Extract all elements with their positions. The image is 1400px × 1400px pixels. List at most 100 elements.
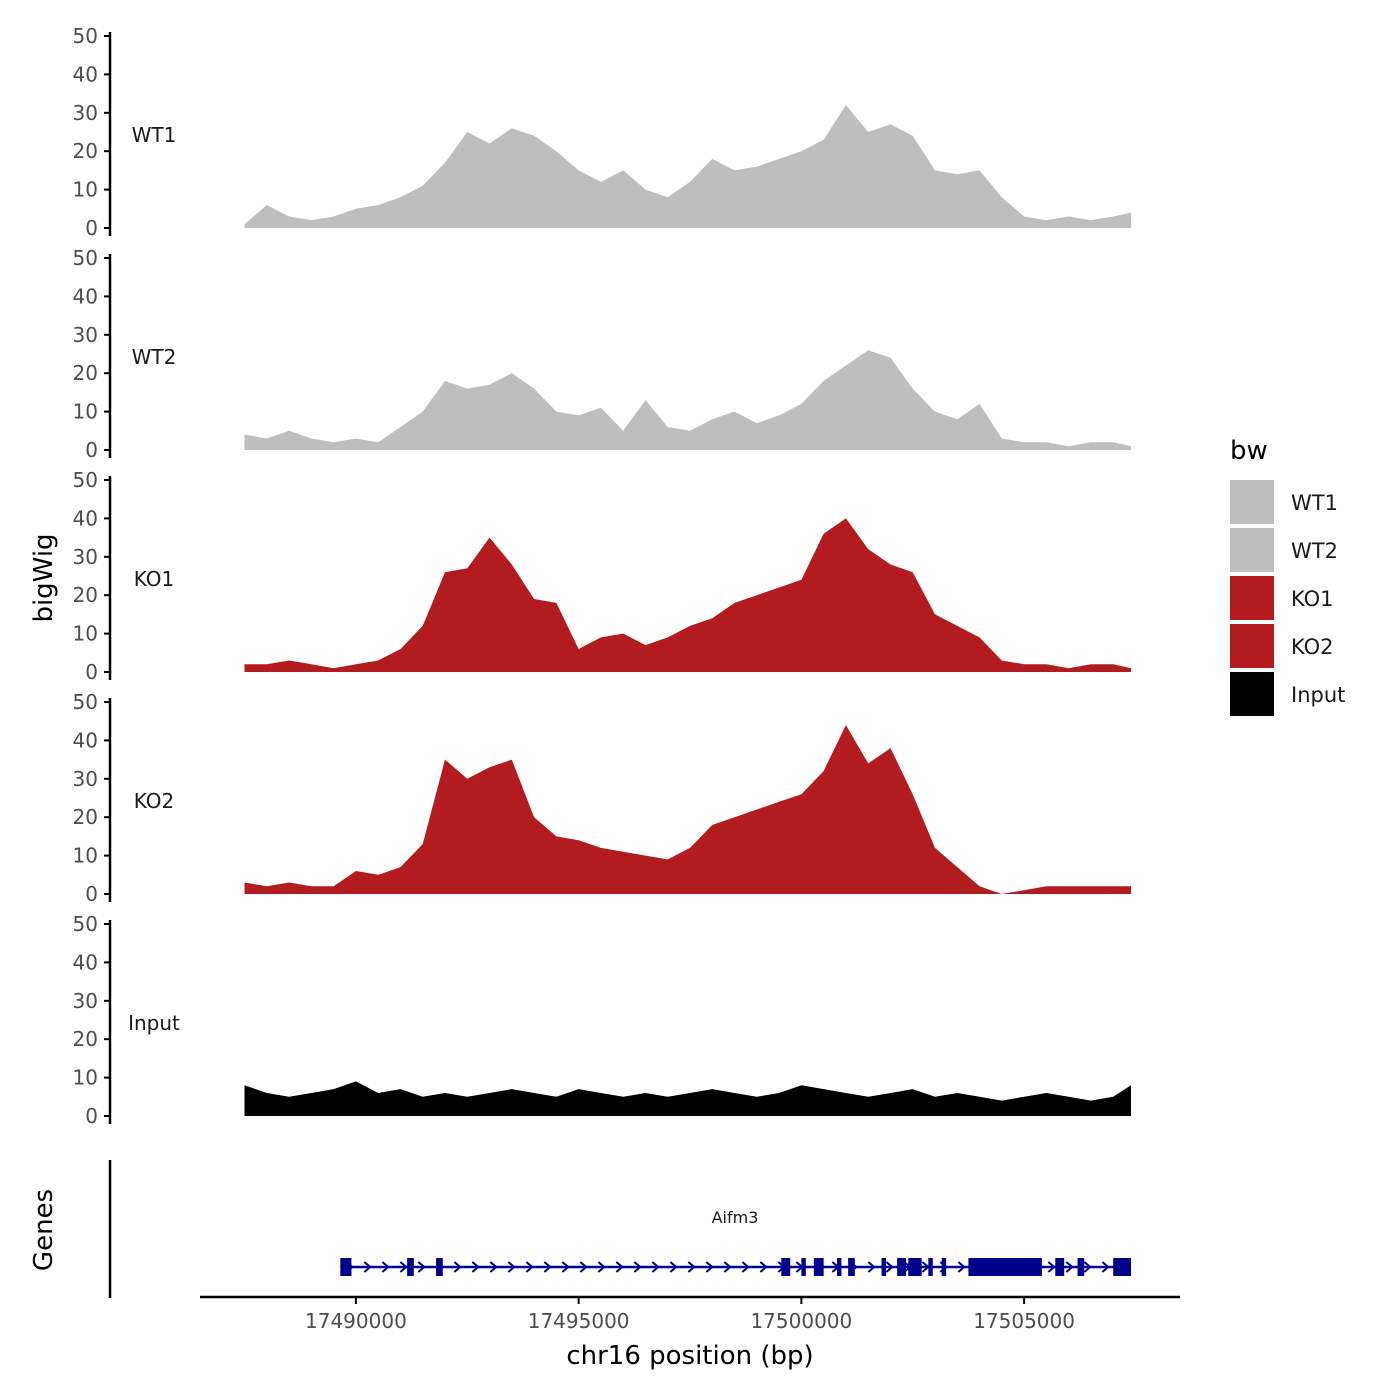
y-tick-label: 30 <box>73 545 98 569</box>
genes-axis-title: Genes <box>29 1189 59 1271</box>
y-tick-label: 0 <box>85 1104 98 1128</box>
y-tick-label: 20 <box>73 1027 98 1051</box>
y-tick-label: 50 <box>73 24 98 48</box>
exon <box>968 1258 1042 1276</box>
y-tick-label: 50 <box>73 690 98 714</box>
legend-swatch-input <box>1230 672 1274 716</box>
strand-arrow-icon <box>669 1261 678 1273</box>
strand-arrow-icon <box>471 1261 480 1273</box>
gene-track: Aifm3 <box>108 1160 1131 1298</box>
strand-arrow-icon <box>597 1261 606 1273</box>
y-tick-label: 30 <box>73 101 98 125</box>
track-ko2: 0 10 20 30 40 50 KO2 <box>73 690 1131 906</box>
y-tick-label: 50 <box>73 246 98 270</box>
bigwig-tracks: 0 10 20 30 40 50 WT1 0 10 20 30 40 50 WT2 0 10 20 30 40 50 K… <box>73 24 1131 1128</box>
y-tick-label: 20 <box>73 361 98 385</box>
strand-arrow-icon <box>1083 1261 1092 1273</box>
exon <box>941 1258 947 1276</box>
strand-arrow-icon <box>1047 1261 1056 1273</box>
strand-arrow-icon <box>957 1261 966 1273</box>
strand-arrow-icon <box>525 1261 534 1273</box>
exon <box>801 1258 806 1276</box>
y-tick-label: 10 <box>73 622 98 646</box>
legend-label-wt2: WT2 <box>1291 539 1338 563</box>
y-tick-label: 10 <box>73 178 98 202</box>
y-tick-label: 10 <box>73 844 98 868</box>
strand-arrow-icon <box>867 1261 876 1273</box>
strand-arrow-icon <box>651 1261 660 1273</box>
y-tick-label: 0 <box>85 882 98 906</box>
track-label-ko1: KO1 <box>134 567 175 591</box>
exon <box>928 1258 933 1276</box>
strand-arrow-icon <box>399 1261 408 1273</box>
exon <box>897 1258 907 1276</box>
x-axis-title: chr16 position (bp) <box>566 1341 813 1371</box>
strand-arrow-icon <box>453 1261 462 1273</box>
track-label-ko2: KO2 <box>134 789 175 813</box>
strand-arrow-icon <box>1101 1261 1110 1273</box>
y-tick-label: 50 <box>73 912 98 936</box>
y-tick-label: 40 <box>73 284 98 308</box>
y-tick-label: 0 <box>85 438 98 462</box>
x-tick-label: 17500000 <box>750 1309 852 1333</box>
strand-arrow-icon <box>759 1261 768 1273</box>
exon <box>848 1258 855 1276</box>
y-tick-label: 30 <box>73 989 98 1013</box>
track-wt1: 0 10 20 30 40 50 WT1 <box>73 24 1131 240</box>
exon <box>340 1258 352 1276</box>
y-tick-label: 30 <box>73 767 98 791</box>
y-tick-label: 0 <box>85 216 98 240</box>
exon <box>813 1258 824 1276</box>
strand-arrow-icon <box>633 1261 642 1273</box>
strand-arrow-icon <box>543 1261 552 1273</box>
y-tick-label: 10 <box>73 400 98 424</box>
strand-arrow-icon <box>723 1261 732 1273</box>
legend-swatch-ko1 <box>1230 576 1274 620</box>
strand-arrow-icon <box>1065 1261 1074 1273</box>
strand-arrow-icon <box>381 1261 390 1273</box>
legend-swatch-wt2 <box>1230 528 1274 572</box>
strand-arrow-icon <box>705 1261 714 1273</box>
area-wt2 <box>244 350 1131 450</box>
y-tick-label: 0 <box>85 660 98 684</box>
legend-swatch-wt1 <box>1230 480 1274 524</box>
exon <box>881 1258 886 1276</box>
legend-label-ko1: KO1 <box>1291 587 1334 611</box>
track-label-wt1: WT1 <box>132 123 177 147</box>
legend-label-wt1: WT1 <box>1291 491 1338 515</box>
y-tick-label: 40 <box>73 506 98 530</box>
y-tick-label: 20 <box>73 139 98 163</box>
exon <box>1077 1258 1085 1276</box>
exon <box>908 1258 922 1276</box>
x-tick-label: 17495000 <box>528 1309 630 1333</box>
area-wt1 <box>244 105 1131 228</box>
strand-arrow-icon <box>579 1261 588 1273</box>
exon <box>837 1258 842 1276</box>
track-input: 0 10 20 30 40 50 Input <box>73 912 1131 1128</box>
y-tick-label: 50 <box>73 468 98 492</box>
strand-arrow-icon <box>741 1261 750 1273</box>
exon <box>1113 1258 1131 1276</box>
legend-label-input: Input <box>1291 683 1345 707</box>
y-axis-title: bigWig <box>29 533 59 622</box>
x-tick-label: 17490000 <box>305 1309 407 1333</box>
y-tick-label: 10 <box>73 1066 98 1090</box>
legend-swatch-ko2 <box>1230 624 1274 668</box>
area-ko1 <box>244 518 1131 672</box>
strand-arrow-icon <box>489 1261 498 1273</box>
legend-title: bw <box>1230 436 1268 466</box>
legend: bw WT1 WT2 KO1 KO2 Input <box>1230 436 1345 716</box>
strand-arrow-icon <box>561 1261 570 1273</box>
gene-name-label: Aifm3 <box>712 1208 759 1227</box>
x-axis: 17490000 17495000 17500000 17505000 <box>200 1295 1180 1333</box>
strand-arrow-icon <box>507 1261 516 1273</box>
exon <box>1055 1258 1065 1276</box>
y-tick-label: 20 <box>73 583 98 607</box>
y-tick-label: 30 <box>73 323 98 347</box>
exon <box>781 1258 791 1276</box>
track-wt2: 0 10 20 30 40 50 WT2 <box>73 246 1131 462</box>
area-ko2 <box>244 725 1131 894</box>
track-label-input: Input <box>128 1011 180 1035</box>
strand-arrow-icon <box>615 1261 624 1273</box>
